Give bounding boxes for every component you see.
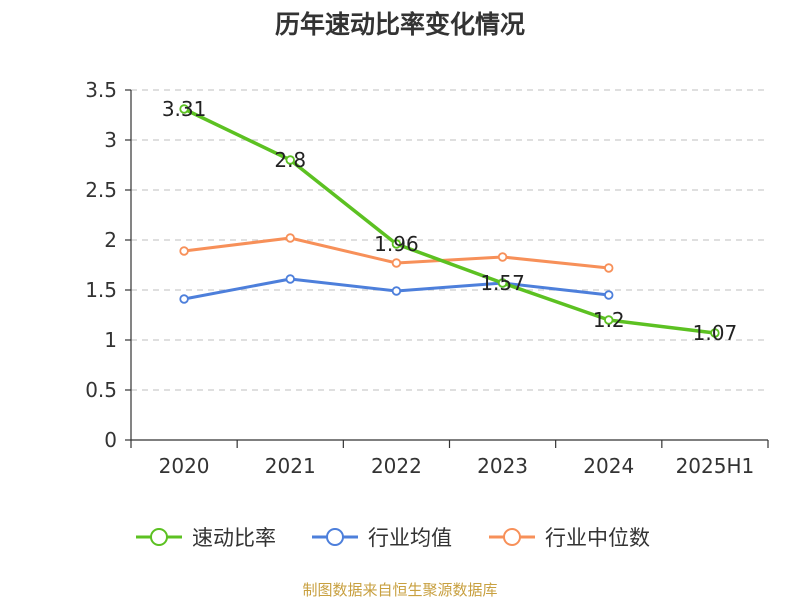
data-point — [497, 252, 508, 262]
x-tick-label: 2024 — [583, 454, 634, 478]
data-label: 1.57 — [480, 271, 525, 295]
data-label: 2.8 — [274, 148, 306, 172]
x-tick-label: 2025H1 — [676, 454, 755, 478]
data-point — [179, 104, 189, 114]
y-tick-label: 1 — [104, 328, 117, 352]
data-label: 3.31 — [162, 97, 207, 121]
data-point — [285, 233, 295, 243]
series-layer — [179, 104, 720, 338]
legend-item-2[interactable]: 行业中位数 — [489, 526, 650, 550]
legend-label: 速动比率 — [192, 526, 276, 550]
legend-item-0[interactable]: 速动比率 — [136, 526, 276, 550]
x-tick-label: 2020 — [159, 454, 210, 478]
data-point — [391, 258, 402, 268]
data-point — [497, 278, 508, 288]
legend[interactable]: 速动比率 行业均值 行业中位数 — [136, 526, 650, 550]
data-label: 1.2 — [593, 308, 625, 332]
data-label: 1.96 — [374, 232, 419, 256]
legend-marker-icon — [326, 528, 344, 546]
series-line-0 — [183, 107, 716, 335]
legend-marker-icon — [150, 528, 168, 546]
data-point — [285, 274, 295, 284]
y-tick-label: 0 — [104, 428, 117, 452]
data-label: 1.07 — [693, 321, 738, 345]
legend-item-1[interactable]: 行业均值 — [312, 526, 452, 550]
x-tick-label: 2022 — [371, 454, 422, 478]
data-point — [391, 286, 402, 296]
x-tick-label: 2021 — [265, 454, 316, 478]
data-labels: 3.31 2.8 1.96 1.57 1.2 1.07 — [162, 97, 737, 345]
y-tick-label: 3 — [104, 128, 117, 152]
legend-label: 行业中位数 — [545, 526, 650, 550]
y-tick-label: 3.5 — [85, 78, 117, 102]
data-point — [604, 290, 614, 300]
axes: 0 0.5 1 1.5 2 2.5 3 3.5 2020 2021 2022 2023 2024 2025… — [85, 78, 769, 478]
grid-lines — [131, 89, 768, 391]
y-tick-label: 1.5 — [85, 278, 117, 302]
y-tick-label: 2 — [104, 228, 117, 252]
y-tick-label: 0.5 — [85, 378, 117, 402]
data-point — [710, 328, 720, 338]
x-tick-label: 2023 — [477, 454, 528, 478]
data-point — [391, 239, 402, 249]
data-point — [604, 315, 614, 325]
data-point — [179, 246, 189, 256]
y-tick-label: 2.5 — [85, 178, 117, 202]
source-note: 制图数据来自恒生聚源数据库 — [302, 581, 497, 599]
legend-marker-icon — [503, 528, 521, 546]
chart-title: 历年速动比率变化情况 — [275, 10, 525, 39]
data-point — [179, 294, 189, 304]
legend-label: 行业均值 — [368, 526, 452, 550]
data-point — [604, 263, 614, 273]
data-point — [285, 155, 295, 165]
